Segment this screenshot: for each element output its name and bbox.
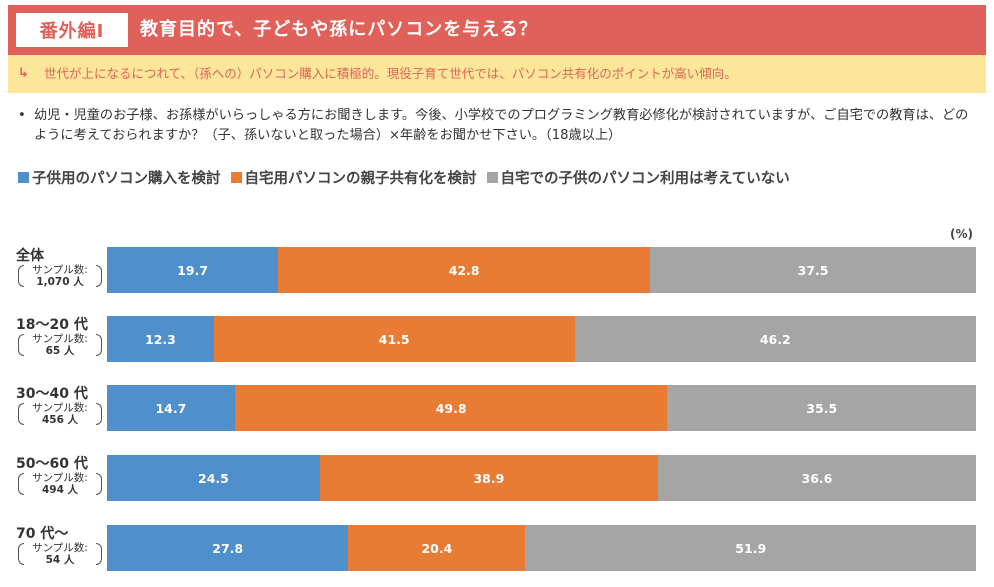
sample-size-label: サンプル数: xyxy=(32,402,88,414)
question-text-block: • 幼児・児童のお子様、お孫様がいらっしゃる方にお聞きします。今後、小学校でのプ… xyxy=(18,106,980,146)
data-label: 38.9 xyxy=(473,470,505,486)
data-label: 46.2 xyxy=(759,331,791,347)
bar-row: 19.7 42.8 37.5 xyxy=(107,247,976,293)
sample-size-count: 54 人 xyxy=(45,554,75,566)
legend-item: 子供用のパソコン購入を検討 xyxy=(18,167,221,188)
unit-label: (%) xyxy=(950,227,973,241)
summary-text: 世代が上になるにつれて、（孫への）パソコン購入に積極的。現役子育て世代では、パソ… xyxy=(44,66,737,81)
sample-size-count: 65 人 xyxy=(45,345,75,357)
legend-swatch xyxy=(230,171,242,183)
arrow-return-icon: ↳ xyxy=(18,66,29,81)
data-label: 19.7 xyxy=(177,262,209,278)
data-label: 49.8 xyxy=(435,400,467,416)
category-label: 18～20 代 xyxy=(16,317,88,333)
row-label: 70 代～ サンプル数: 54 人 xyxy=(16,526,102,566)
sample-size-label: サンプル数: xyxy=(32,333,88,345)
category-label: 30～40 代 xyxy=(16,386,88,402)
data-label: 12.3 xyxy=(145,331,176,347)
data-label: 41.5 xyxy=(378,331,410,347)
bar-row: 14.7 49.8 35.5 xyxy=(107,385,976,431)
bar-segment: 12.3 xyxy=(107,316,214,362)
sample-size: サンプル数: 1,070 人 xyxy=(18,264,102,288)
bar-segment: 27.8 xyxy=(107,525,349,571)
bar-segment: 24.5 xyxy=(107,455,320,501)
data-label: 20.4 xyxy=(421,540,453,556)
data-label: 37.5 xyxy=(797,262,829,278)
data-label: 24.5 xyxy=(198,470,229,486)
bar-segment: 51.9 xyxy=(525,525,976,571)
sample-size: サンプル数: 65 人 xyxy=(18,333,102,357)
legend-swatch xyxy=(18,171,29,183)
page-title: 教育目的で、子どもや孫にパソコンを与える？ xyxy=(140,19,538,40)
sample-size-count: 456 人 xyxy=(41,414,79,426)
sample-size: サンプル数: 494 人 xyxy=(18,472,102,496)
question-text: 幼児・児童のお子様、お孫様がいらっしゃる方にお聞きします。今後、小学校でのプログ… xyxy=(34,108,969,143)
chart-legend: 子供用のパソコン購入を検討 自宅用パソコンの親子共有化を検討 自宅での子供のパソコン… xyxy=(18,166,800,188)
row-label: 全体 サンプル数: 1,070 人 xyxy=(16,248,102,288)
sample-size: サンプル数: 456 人 xyxy=(18,402,102,426)
bar-segment: 36.6 xyxy=(657,455,976,501)
category-label: 50～60 代 xyxy=(16,456,88,472)
row-label: 50～60 代サンプル数: 494 人 xyxy=(16,456,102,496)
data-label: 36.6 xyxy=(801,470,833,486)
summary-bar: ↳ 世代が上になるにつれて、（孫への）パソコン購入に積極的。現役子育て世代では、… xyxy=(8,55,986,93)
bar-segment: 41.5 xyxy=(213,316,575,362)
sample-size-count: 494 人 xyxy=(41,484,79,496)
bar-segment: 37.5 xyxy=(650,247,976,293)
bullet-icon: • xyxy=(18,108,26,123)
bar-segment: 35.5 xyxy=(667,385,976,431)
bar-segment: 38.9 xyxy=(319,455,658,501)
legend-label: 自宅での子供のパソコン利用は考えていない xyxy=(500,170,790,187)
row-label: 30～40 代サンプル数: 456 人 xyxy=(16,386,102,426)
bar-segment: 46.2 xyxy=(574,316,976,362)
legend-label: 子供用のパソコン購入を検討 xyxy=(32,170,221,187)
sample-size-label: サンプル数: xyxy=(32,542,88,554)
data-label: 35.5 xyxy=(806,400,838,416)
data-label: 27.8 xyxy=(212,540,244,556)
legend-swatch xyxy=(486,171,498,183)
category-label: 全体 xyxy=(16,248,44,264)
bar-segment: 49.8 xyxy=(234,385,668,431)
bar-segment: 20.4 xyxy=(348,525,526,571)
data-label: 42.8 xyxy=(448,262,480,278)
header-banner: 番外編Ⅰ 教育目的で、子どもや孫にパソコンを与える？ xyxy=(8,5,986,55)
sample-size: サンプル数: 54 人 xyxy=(18,542,102,566)
category-label: 70 代～ xyxy=(16,526,69,542)
sample-size-label: サンプル数: xyxy=(32,264,88,276)
section-tag: 番外編Ⅰ xyxy=(16,13,128,47)
bar-row: 12.3 41.5 46.2 xyxy=(107,316,976,362)
sample-size-count: 1,070 人 xyxy=(36,276,84,288)
data-label: 51.9 xyxy=(735,540,767,556)
legend-label: 自宅用パソコンの親子共有化を検討 xyxy=(244,170,477,187)
sample-size-label: サンプル数: xyxy=(32,472,88,484)
bar-row: 24.5 38.9 36.6 xyxy=(107,455,976,501)
bar-segment: 42.8 xyxy=(278,247,651,293)
bar-segment: 14.7 xyxy=(107,385,235,431)
legend-item: 自宅用パソコンの親子共有化を検討 xyxy=(230,167,477,188)
data-label: 14.7 xyxy=(155,400,187,416)
bar-row: 27.8 20.4 51.9 xyxy=(107,525,976,571)
bar-segment: 19.7 xyxy=(107,247,279,293)
row-label: 18～20 代サンプル数: 65 人 xyxy=(16,317,102,357)
legend-item: 自宅での子供のパソコン利用は考えていない xyxy=(486,167,790,188)
